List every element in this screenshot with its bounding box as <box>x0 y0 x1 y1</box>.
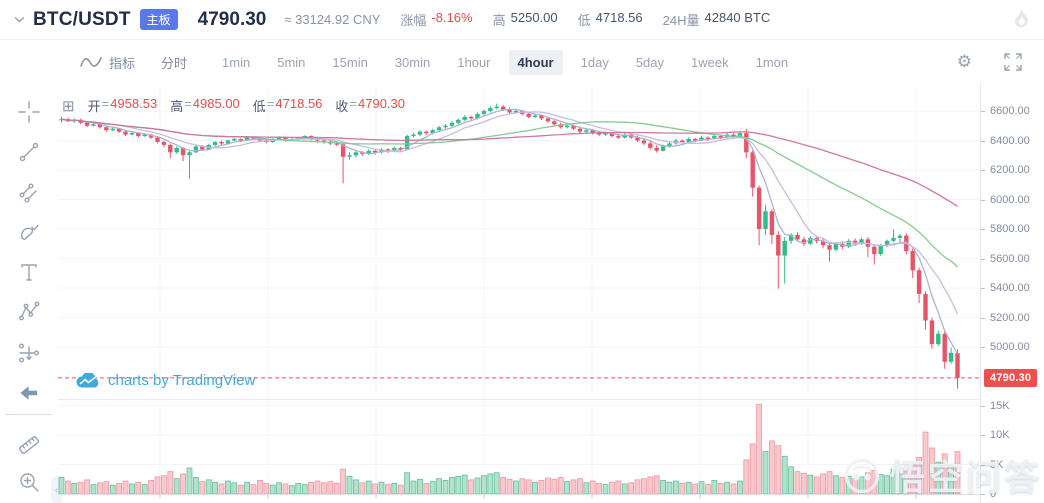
chevron-left-icon: ‹ <box>54 484 59 496</box>
tick-mark <box>981 435 985 436</box>
interval-4hour[interactable]: 4hour <box>508 49 563 75</box>
back-arrow[interactable] <box>0 376 58 410</box>
zoom-in-tool[interactable] <box>0 465 58 499</box>
tick-mark <box>981 317 985 319</box>
volume-stat: 24H量 42840 BTC <box>662 10 771 28</box>
tick-mark <box>981 170 985 171</box>
tick-mark <box>981 111 985 112</box>
volume-tick-label: 5K <box>990 458 1004 471</box>
change-stat: 涨幅 -8.16% <box>400 10 473 28</box>
cny-equivalent: ≈ 33124.92 CNY <box>284 12 381 27</box>
price-axis[interactable]: 6600.00 6400.00 6200.00 6000.00 5800.00 5600.… <box>980 84 1044 503</box>
tick-mark <box>981 140 985 142</box>
flame-icon <box>1013 8 1030 31</box>
tick-mark <box>981 494 985 495</box>
interval-1day[interactable]: 1day <box>580 54 609 70</box>
high-value: 4985.00 <box>192 96 240 111</box>
timeshare-button[interactable]: 分时 <box>161 55 188 71</box>
symbol-dropdown-chevron-icon[interactable] <box>14 16 25 23</box>
board-badge: 主板 <box>139 9 178 30</box>
forecast-tool[interactable] <box>0 336 58 370</box>
plus-box-icon[interactable]: ⊞ <box>62 97 75 115</box>
ruler-tool[interactable] <box>0 426 58 460</box>
interval-1mon[interactable]: 1mon <box>755 54 789 70</box>
tick-mark <box>981 288 985 289</box>
interval-1week[interactable]: 1week <box>691 54 729 70</box>
price-tick-label: 6400.00 <box>990 134 1030 147</box>
tick-mark <box>981 258 985 260</box>
price-tick-label: 6600.00 <box>990 105 1030 117</box>
close-value: 4790.30 <box>358 96 406 111</box>
sidebar-collapse-handle[interactable]: ‹ <box>51 476 62 503</box>
change-value: -8.16% <box>431 10 473 25</box>
tick-mark <box>981 405 985 407</box>
price-tick-label: 6200.00 <box>990 164 1030 176</box>
crosshair-tool[interactable] <box>0 95 58 129</box>
divider <box>5 414 52 415</box>
text-tool[interactable] <box>0 255 58 289</box>
gear-icon[interactable]: ⚙ <box>956 52 972 71</box>
symbol-title: BTC/USDT <box>33 8 131 30</box>
volume-value: 42840 BTC <box>704 10 771 25</box>
header: BTC/USDT 主板 4790.30 ≈ 33124.92 CNY 涨幅 -8… <box>0 0 1044 40</box>
interval-15min[interactable]: 15min <box>332 54 368 70</box>
tradingview-logo-icon <box>76 373 99 388</box>
wave-icon <box>80 57 102 67</box>
chart-canvas[interactable] <box>58 84 980 503</box>
low-value: 4718.56 <box>595 10 643 25</box>
candlestick-chart[interactable] <box>58 84 980 503</box>
indicator-button[interactable]: 指标 <box>80 53 135 72</box>
price-tick-label: 5200.00 <box>990 311 1030 324</box>
tick-mark <box>981 347 985 348</box>
high-stat: 高 5250.00 <box>492 10 558 28</box>
toolbar-right: ⚙ <box>957 52 1028 72</box>
low-value: 4718.56 <box>275 96 323 111</box>
fullscreen-icon[interactable] <box>1004 53 1022 71</box>
parallel-lines-tool[interactable] <box>0 176 58 210</box>
volume-tick-label: 0 <box>990 488 997 500</box>
low-stat: 低 4718.56 <box>577 10 643 28</box>
high-value: 5250.00 <box>510 10 558 25</box>
price-tick-label: 5400.00 <box>990 282 1030 294</box>
drawing-tools-sidebar: ‹ <box>0 40 62 503</box>
interval-1hour[interactable]: 1hour <box>457 54 491 70</box>
price-tick-label: 5800.00 <box>990 223 1030 235</box>
interval-30min[interactable]: 30min <box>394 54 431 70</box>
interval-group: 1min 5min 15min 30min 1hour 4hour 1day 5day 1wee… <box>213 49 806 75</box>
tick-mark <box>981 229 985 230</box>
open-value: 4958.53 <box>110 96 158 111</box>
trend-line-tool[interactable] <box>0 135 58 169</box>
interval-1min[interactable]: 1min <box>222 54 251 70</box>
tradingview-watermark: charts by TradingView <box>76 372 255 389</box>
volume-tick-label: 15K <box>990 399 1010 412</box>
current-price-badge: 4790.30 <box>984 369 1038 387</box>
tick-mark <box>981 199 985 201</box>
price-tick-label: 6000.00 <box>990 193 1030 206</box>
brush-tool[interactable] <box>0 216 58 250</box>
tick-mark <box>981 464 985 466</box>
price-tick-label: 5600.00 <box>990 252 1030 265</box>
price-tick-label: 5000.00 <box>990 341 1030 353</box>
ohlc-legend: ⊞ 开 = 4958.53 高 = 4985.00 低 = 4718.56 收 = 4790.3… <box>62 96 406 115</box>
interval-5min[interactable]: 5min <box>277 54 306 70</box>
interval-5day[interactable]: 5day <box>635 54 665 70</box>
chart-toolbar: 指标 分时 1min 5min 15min 30min 1hour 4hour 1day 5d… <box>58 40 1044 84</box>
last-price: 4790.30 <box>197 8 267 30</box>
volume-tick-label: 10K <box>990 429 1010 441</box>
pattern-tool[interactable] <box>0 294 58 328</box>
